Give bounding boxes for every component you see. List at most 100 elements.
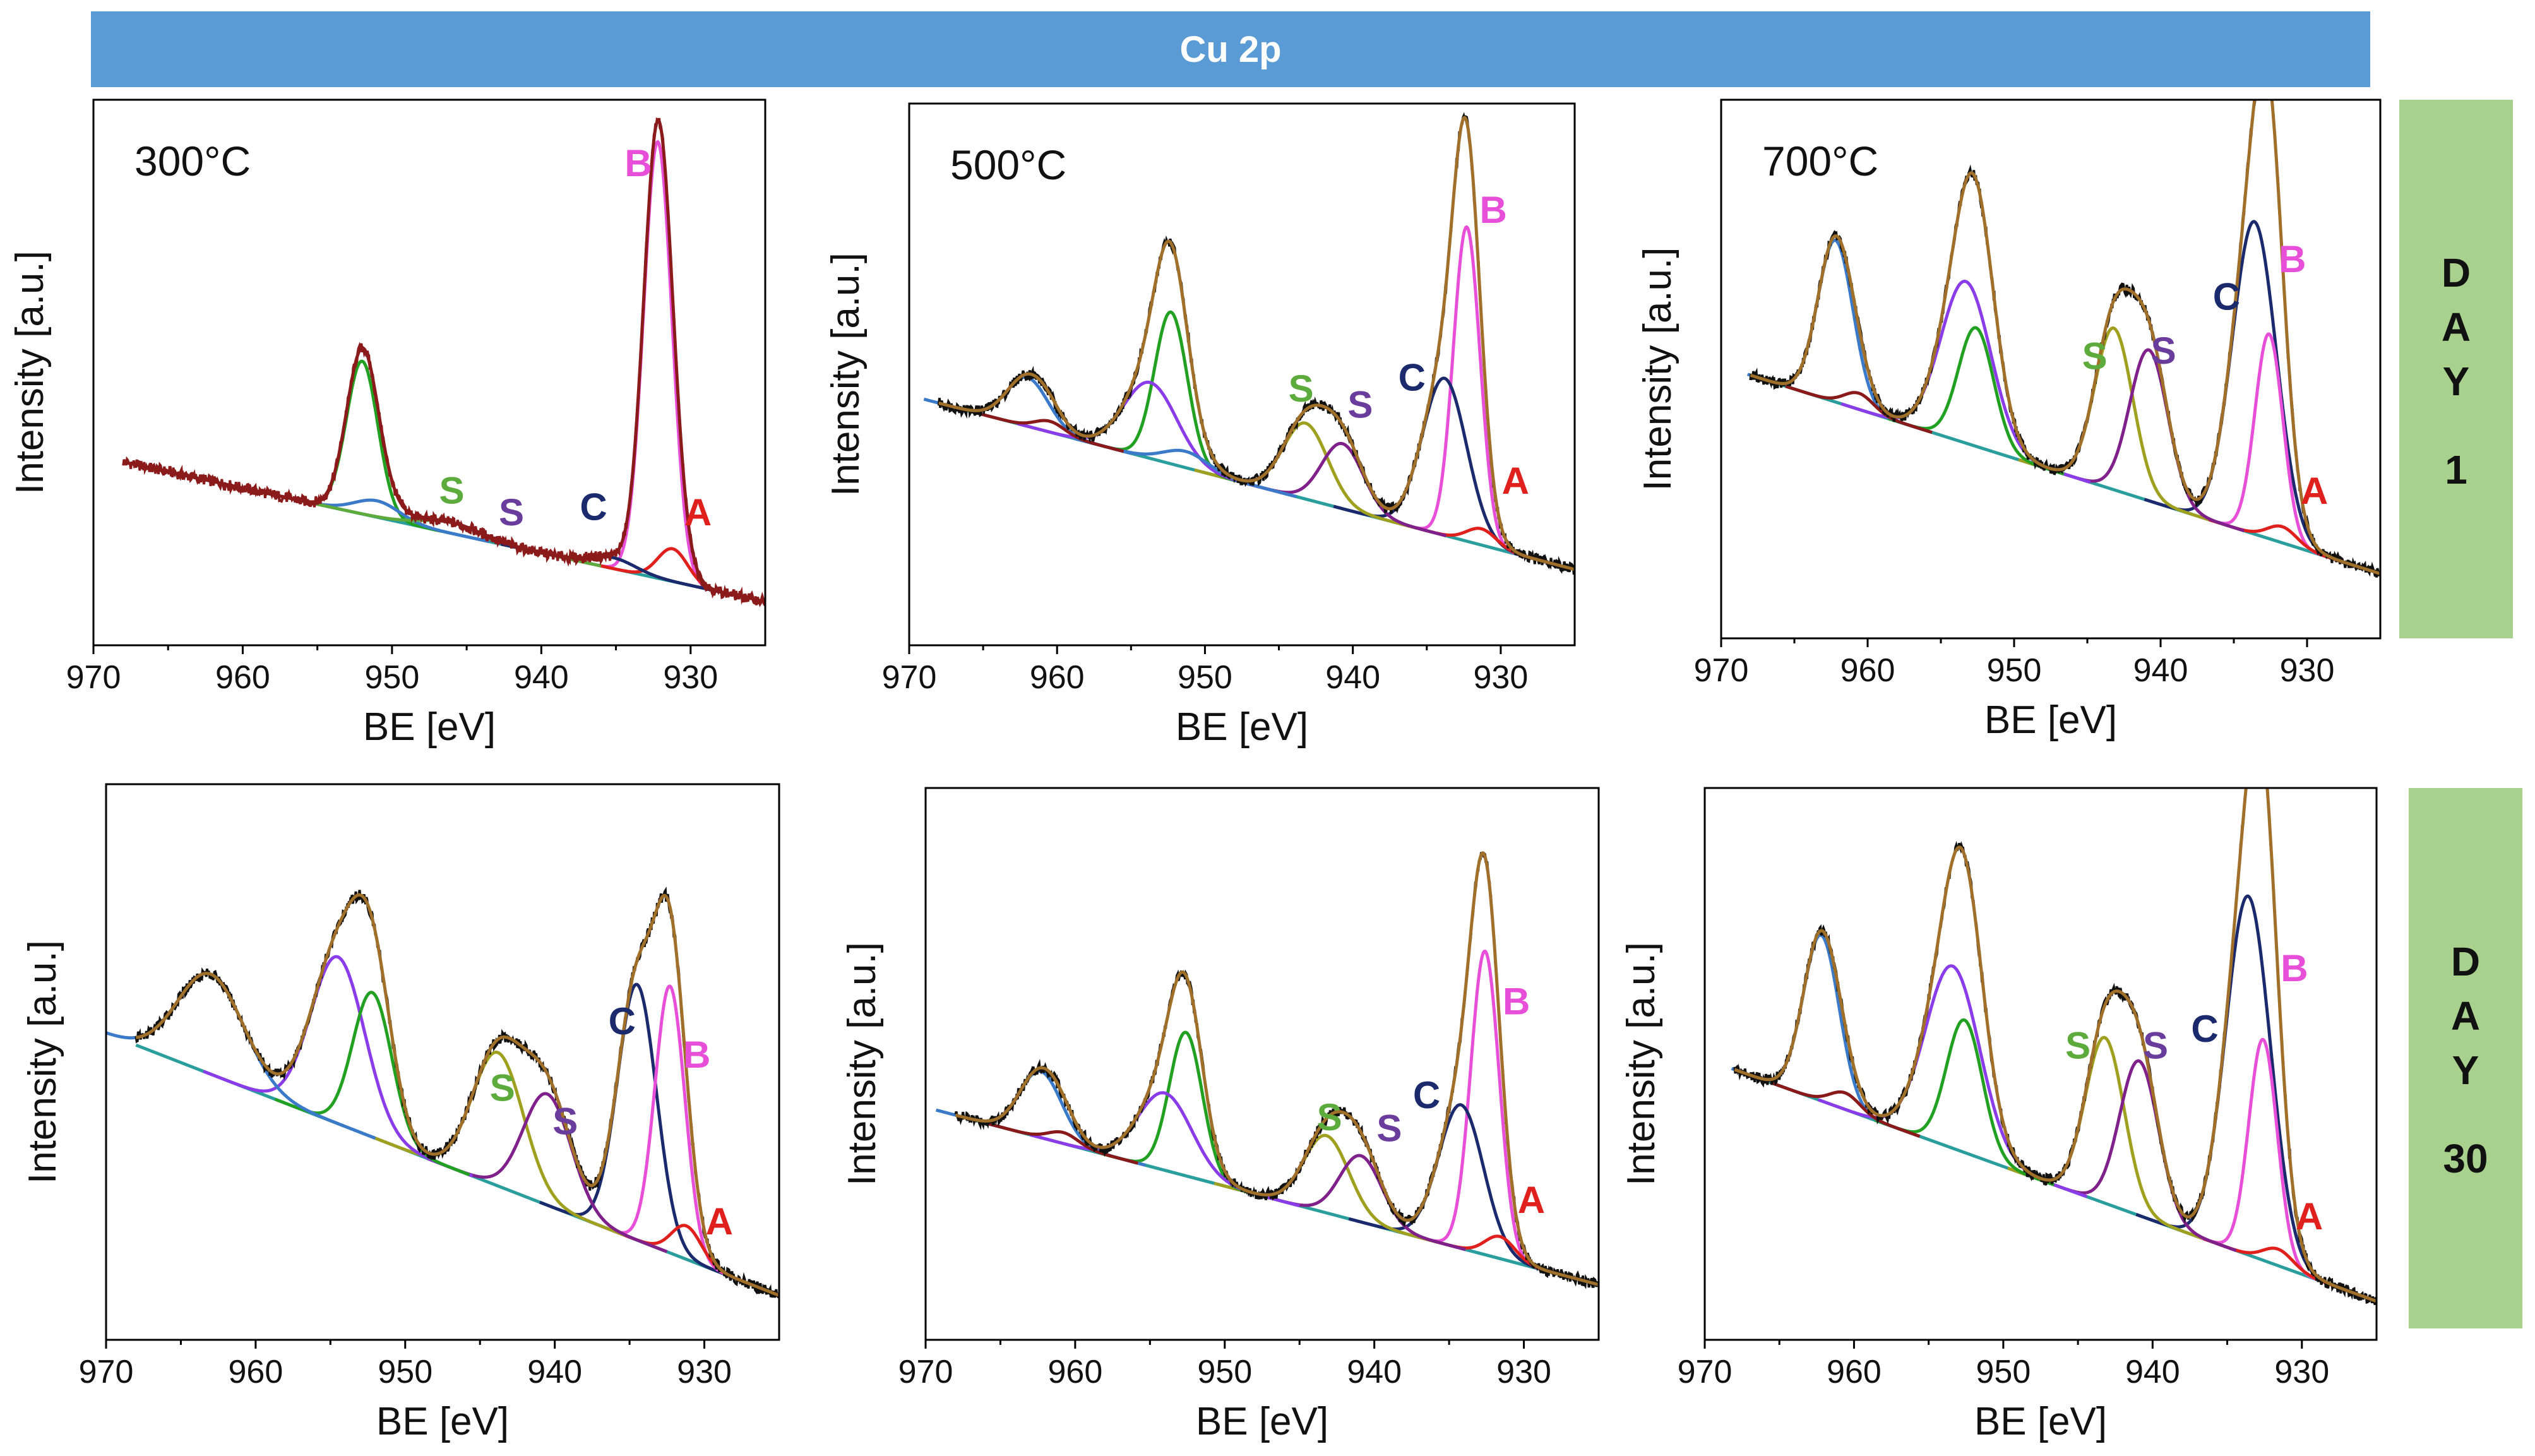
y-axis-label: Intensity [a.u.]: [824, 253, 868, 496]
component-peak: [274, 991, 470, 1177]
x-tick-label: 950: [378, 1354, 432, 1390]
peak-label: A: [1518, 1179, 1545, 1221]
x-tick-label: 960: [1048, 1354, 1103, 1390]
plot-lines: [1731, 788, 2377, 1306]
x-tick-label: 960: [229, 1354, 283, 1390]
peak-label: B: [1480, 189, 1507, 231]
day-word: D A Y: [2442, 246, 2471, 409]
plot-lines: [923, 112, 1575, 575]
plot-frame: [924, 787, 1600, 1341]
x-tick-label: 930: [1496, 1354, 1551, 1390]
component-peak: [370, 1051, 626, 1237]
component-peak: [106, 972, 376, 1140]
x-tick-label: 950: [1178, 659, 1232, 696]
peak-label: S: [1347, 384, 1373, 426]
component-peak: [1785, 385, 1933, 434]
component-peak: [1840, 279, 2091, 484]
peak-label: A: [706, 1200, 733, 1243]
peak-label: B: [683, 1034, 710, 1076]
x-tick-label: 960: [1827, 1354, 1882, 1390]
x-tick-label: 970: [1694, 652, 1749, 689]
fit-envelope: [1750, 100, 2380, 576]
y-axis-label: Intensity [a.u.]: [840, 942, 884, 1186]
peak-label: S: [439, 469, 464, 511]
plot-lines: [1746, 100, 2380, 578]
day-letter: Y: [2442, 358, 2470, 404]
component-peak: [2144, 220, 2365, 570]
component-peak: [1017, 380, 1284, 495]
peak-label: S: [2143, 1024, 2168, 1066]
x-tick-label: 940: [2125, 1354, 2180, 1390]
x-tick-label: 930: [2274, 1354, 2329, 1390]
x-tick-label: 930: [1474, 659, 1529, 696]
component-peak: [1103, 1030, 1269, 1200]
peak-label: S: [2151, 330, 2176, 372]
plot-lines: [935, 851, 1599, 1289]
component-peak: [1731, 933, 1912, 1135]
y-axis-label: Intensity [a.u.]: [8, 251, 52, 494]
peak-label: B: [1503, 980, 1530, 1022]
x-axis-label: BE [eV]: [1984, 698, 2117, 742]
x-tick-label: 940: [1347, 1354, 1402, 1390]
raw-spectrum: [134, 886, 779, 1299]
x-tick-label: 930: [677, 1354, 732, 1390]
fit-envelope: [135, 893, 779, 1297]
spectrum-panel: 970 960 950 940 930 BE [eV] Intensity [a.u.] 70…: [1636, 98, 2382, 742]
x-tick-label: 960: [1840, 652, 1895, 689]
fit-envelope: [938, 116, 1575, 571]
panel-title: 700°C: [1762, 138, 1878, 184]
x-axis-label: BE [eV]: [363, 705, 496, 749]
peak-label: C: [580, 486, 607, 528]
peak-label: C: [609, 1000, 636, 1042]
plot-lines: [122, 117, 765, 608]
x-tick-label: 940: [1325, 659, 1380, 696]
x-tick-label: 970: [66, 659, 121, 696]
peak-label: S: [2065, 1024, 2091, 1066]
peak-label: C: [1399, 357, 1426, 399]
peak-label: S: [1376, 1107, 1402, 1149]
spectrum-panel: 970 960 950 940 930 BE [eV] Intensity [a.u.] C B…: [21, 783, 780, 1443]
x-tick-label: 930: [663, 659, 718, 696]
component-peak: [1089, 310, 1253, 487]
spectrum-panel: 970 960 950 940 930 BE [eV] Intensity [a.u.] 30…: [8, 98, 766, 749]
peak-label: A: [2296, 1195, 2323, 1238]
day-letter: Y: [2452, 1047, 2479, 1093]
cu-2p-banner: Cu 2p: [91, 11, 2370, 87]
x-tick-label: 970: [1678, 1354, 1733, 1390]
y-axis-label: Intensity [a.u.]: [21, 940, 64, 1184]
x-tick-label: 940: [527, 1354, 582, 1390]
component-peak: [1887, 326, 2065, 476]
day-1-label-box: D A Y 1: [2399, 100, 2513, 638]
peak-label: B: [2279, 238, 2306, 280]
peak-label: S: [499, 491, 524, 534]
y-axis-label: Intensity [a.u.]: [1619, 942, 1663, 1186]
x-tick-label: 970: [79, 1354, 134, 1390]
x-tick-label: 940: [514, 659, 569, 696]
peak-label: B: [624, 142, 652, 184]
fit-envelope: [1734, 788, 2377, 1303]
x-tick-label: 950: [1197, 1354, 1252, 1390]
x-tick-label: 960: [215, 659, 270, 696]
peak-label: A: [2301, 470, 2328, 512]
peak-label: S: [1317, 1096, 1342, 1138]
day-letter: D: [2441, 249, 2471, 295]
plot-frame: [1703, 787, 2378, 1341]
plot-frame: [92, 98, 766, 647]
peak-label: A: [1502, 460, 1529, 502]
component-peak: [923, 375, 1131, 455]
day-letter: D: [2450, 939, 2481, 984]
fit-envelope: [122, 118, 765, 604]
plot-lines: [106, 886, 779, 1299]
x-tick-label: 970: [898, 1354, 953, 1390]
y-axis-label: Intensity [a.u.]: [1636, 248, 1679, 491]
peak-label: S: [1289, 367, 1314, 410]
peak-label: S: [552, 1100, 578, 1142]
plot-frame: [105, 783, 780, 1341]
component-peak: [283, 359, 441, 533]
day-number: 30: [2443, 1136, 2488, 1181]
peak-label: S: [2082, 335, 2108, 378]
day-word: D A Y: [2451, 934, 2480, 1097]
component-peak: [2007, 1035, 2203, 1240]
plot-frame: [1720, 98, 2382, 640]
